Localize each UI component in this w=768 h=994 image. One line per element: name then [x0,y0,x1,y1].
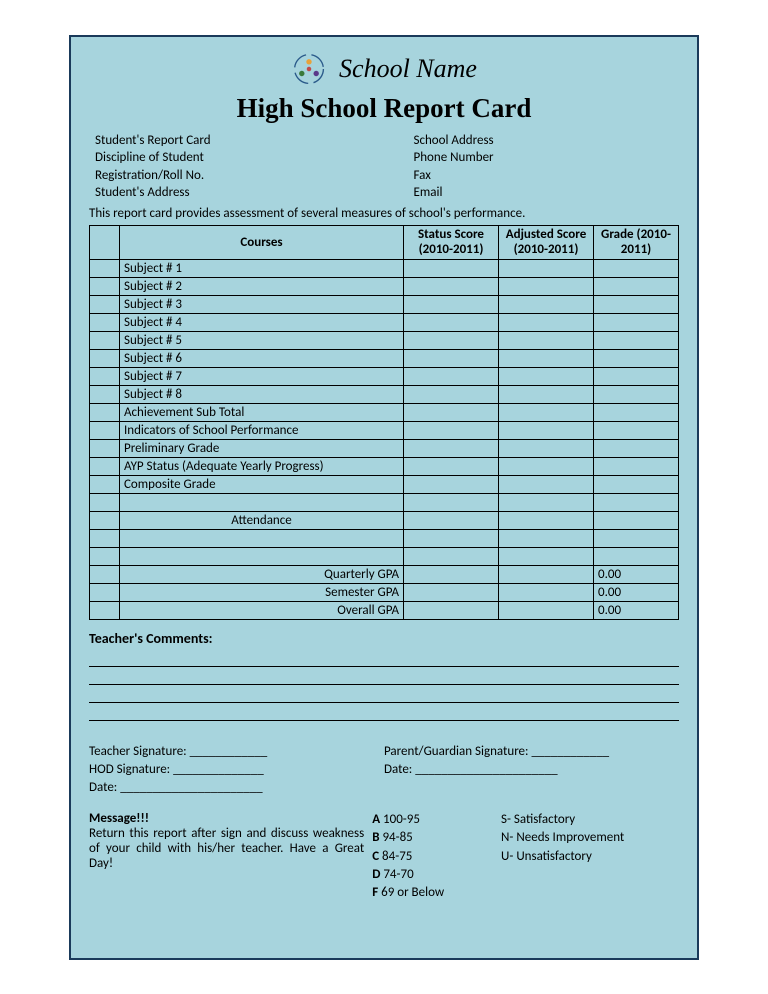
message-left: Message!!! Return this report after sign… [89,811,372,902]
info-item: Phone Number [414,149,680,167]
table-row: Indicators of School Performance [90,421,679,439]
legend-col-grades: A 100-95 B 94-85 C 84-75 D 74-70 F 69 or… [372,811,501,902]
legend-item: B 94-85 [372,829,501,847]
table-row: Subject # 2 [90,277,679,295]
gpa-row: Overall GPA0.00 [90,601,679,619]
col-blank [90,225,120,259]
info-item: Registration/Roll No. [95,167,414,185]
table-header-row: Courses Status Score (2010-2011) Adjuste… [90,225,679,259]
message-section: Message!!! Return this report after sign… [89,811,679,902]
table-row [90,529,679,547]
table-row [90,493,679,511]
gpa-row: Quarterly GPA0.00 [90,565,679,583]
table-row: Subject # 8 [90,385,679,403]
grade-legend: A 100-95 B 94-85 C 84-75 D 74-70 F 69 or… [372,811,679,902]
info-right: School Address Phone Number Fax Email [414,132,680,202]
table-row: Subject # 6 [90,349,679,367]
col-status: Status Score (2010-2011) [404,225,499,259]
table-row: Subject # 3 [90,295,679,313]
legend-item: N- Needs Improvement [501,829,679,847]
info-left: Student's Report Card Discipline of Stud… [89,132,414,202]
comment-line [89,669,679,685]
intro-text: This report card provides assessment of … [89,206,679,221]
hod-signature: HOD Signature: ______________ [89,761,384,779]
col-adjusted: Adjusted Score (2010-2011) [499,225,594,259]
table-row: Composite Grade [90,475,679,493]
teacher-signature: Teacher Signature: ____________ [89,743,384,761]
school-name: School Name [339,54,477,84]
comment-line [89,687,679,703]
attendance-row: Attendance [90,511,679,529]
signature-section: Teacher Signature: ____________ HOD Sign… [89,743,679,798]
grades-table: Courses Status Score (2010-2011) Adjuste… [89,225,679,620]
table-row: Achievement Sub Total [90,403,679,421]
school-logo-icon [291,51,327,87]
table-row: AYP Status (Adequate Yearly Progress) [90,457,679,475]
message-title: Message!!! [89,811,149,826]
table-row: Preliminary Grade [90,439,679,457]
header: School Name [89,51,679,87]
info-item: Email [414,184,680,202]
comments-title: Teacher's Comments: [89,630,679,647]
table-row: Subject # 4 [90,313,679,331]
legend-item: C 84-75 [372,848,501,866]
col-courses: Courses [120,225,404,259]
comment-line [89,705,679,721]
col-grade: Grade (2010-2011) [594,225,679,259]
gpa-row: Semester GPA0.00 [90,583,679,601]
message-body: Return this report after sign and discus… [89,826,364,871]
legend-item: U- Unsatisfactory [501,848,679,866]
legend-item: F 69 or Below [372,884,501,902]
info-item: School Address [414,132,680,150]
table-row: Subject # 7 [90,367,679,385]
sig-right: Parent/Guardian Signature: ____________ … [384,743,679,798]
info-item: Fax [414,167,680,185]
date-right: Date: ______________________ [384,761,679,779]
info-item: Discipline of Student [95,149,414,167]
table-row: Subject # 1 [90,259,679,277]
table-row [90,547,679,565]
parent-signature: Parent/Guardian Signature: ____________ [384,743,679,761]
report-card: School Name High School Report Card Stud… [69,35,699,960]
legend-item: S- Satisfactory [501,811,679,829]
table-row: Subject # 5 [90,331,679,349]
comment-lines [89,651,679,721]
info-item: Student's Report Card [95,132,414,150]
page-title: High School Report Card [89,93,679,124]
comment-line [89,651,679,667]
sig-left: Teacher Signature: ____________ HOD Sign… [89,743,384,798]
info-item: Student's Address [95,184,414,202]
date-left: Date: ______________________ [89,779,384,797]
legend-col-status: S- Satisfactory N- Needs Improvement U- … [501,811,679,902]
info-section: Student's Report Card Discipline of Stud… [89,132,679,202]
legend-item: A 100-95 [372,811,501,829]
legend-item: D 74-70 [372,866,501,884]
